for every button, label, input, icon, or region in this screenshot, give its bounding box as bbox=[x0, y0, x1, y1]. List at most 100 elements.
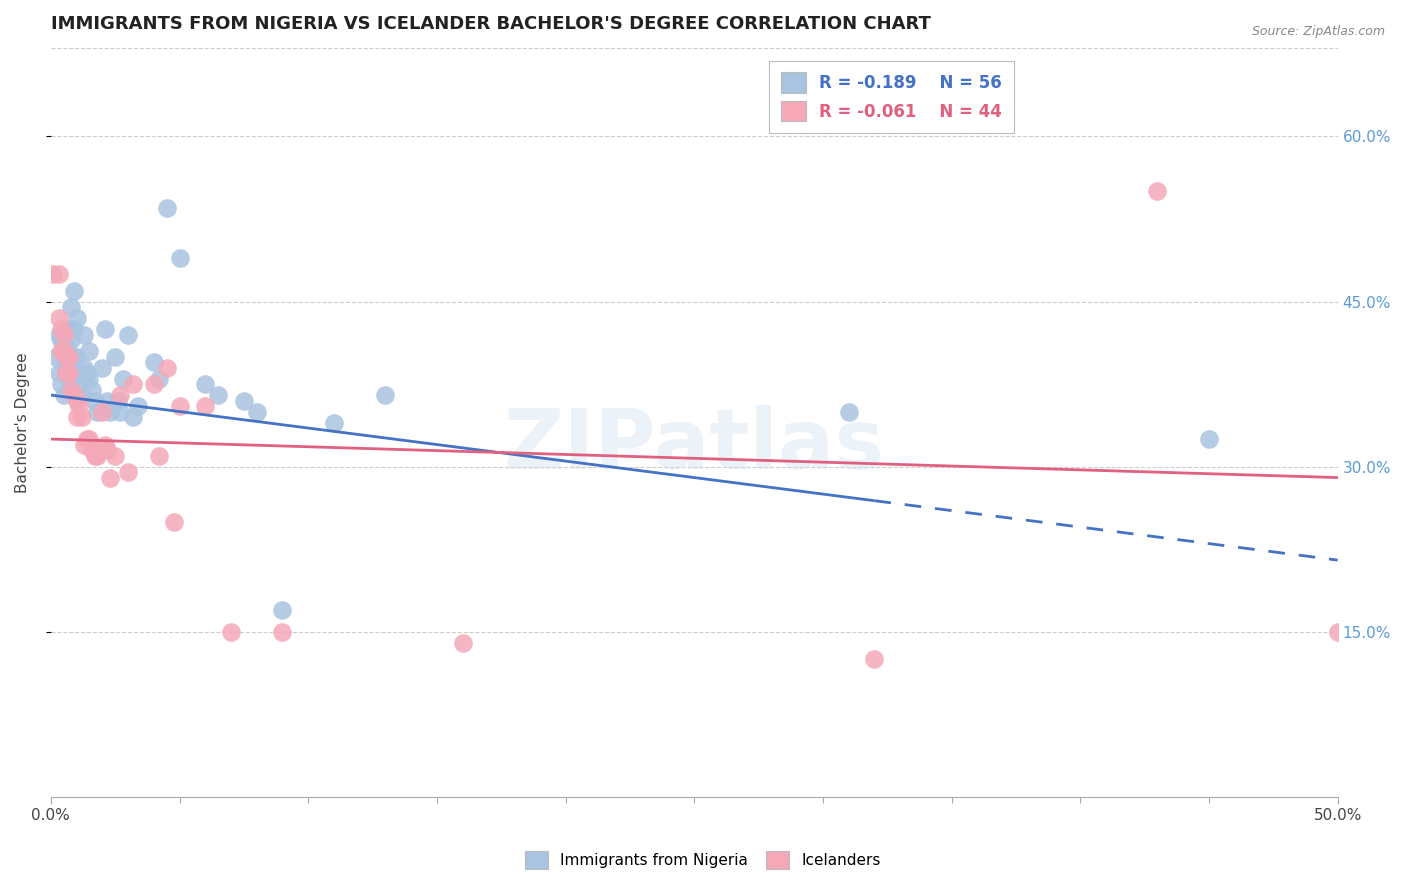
Point bbox=[1326, 624, 1348, 639]
Point bbox=[863, 652, 886, 666]
Legend: Immigrants from Nigeria, Icelanders: Immigrants from Nigeria, Icelanders bbox=[519, 845, 887, 875]
Point bbox=[67, 366, 90, 380]
Point bbox=[91, 404, 114, 418]
Point bbox=[48, 327, 70, 342]
Point bbox=[60, 333, 83, 347]
Point bbox=[86, 404, 108, 418]
Point bbox=[55, 338, 77, 352]
Point bbox=[207, 388, 229, 402]
Point bbox=[58, 322, 80, 336]
Point bbox=[49, 377, 72, 392]
Point bbox=[271, 602, 294, 616]
Point bbox=[65, 377, 87, 392]
Point bbox=[110, 404, 132, 418]
Point bbox=[65, 410, 87, 425]
Point bbox=[1146, 185, 1168, 199]
Point bbox=[122, 410, 145, 425]
Point bbox=[451, 635, 474, 649]
Point bbox=[838, 404, 860, 418]
Point bbox=[96, 393, 118, 408]
Point bbox=[156, 201, 179, 215]
Point bbox=[67, 399, 90, 413]
Point bbox=[49, 344, 72, 359]
Point bbox=[58, 355, 80, 369]
Point bbox=[83, 393, 105, 408]
Point bbox=[48, 267, 70, 281]
Point bbox=[98, 404, 121, 418]
Point bbox=[79, 371, 101, 385]
Legend: R = -0.189    N = 56, R = -0.061    N = 44: R = -0.189 N = 56, R = -0.061 N = 44 bbox=[769, 61, 1014, 133]
Point bbox=[148, 371, 170, 385]
Point bbox=[110, 388, 132, 402]
Point bbox=[63, 322, 86, 336]
Point bbox=[63, 284, 86, 298]
Point bbox=[55, 355, 77, 369]
Point bbox=[52, 344, 75, 359]
Point bbox=[142, 355, 165, 369]
Point bbox=[89, 443, 111, 458]
Point bbox=[246, 404, 269, 418]
Point bbox=[60, 383, 83, 397]
Point bbox=[79, 344, 101, 359]
Point bbox=[42, 267, 65, 281]
Point bbox=[52, 388, 75, 402]
Point bbox=[169, 399, 191, 413]
Point bbox=[96, 443, 118, 458]
Point bbox=[232, 393, 254, 408]
Point bbox=[91, 360, 114, 375]
Point bbox=[148, 449, 170, 463]
Point bbox=[374, 388, 396, 402]
Point bbox=[323, 416, 346, 430]
Point bbox=[194, 399, 217, 413]
Point bbox=[117, 465, 139, 479]
Point bbox=[98, 470, 121, 484]
Point bbox=[58, 350, 80, 364]
Point bbox=[80, 383, 103, 397]
Point bbox=[49, 322, 72, 336]
Point bbox=[86, 449, 108, 463]
Text: ZIPatlas: ZIPatlas bbox=[503, 404, 884, 485]
Point bbox=[49, 333, 72, 347]
Point bbox=[219, 624, 242, 639]
Y-axis label: Bachelor's Degree: Bachelor's Degree bbox=[15, 352, 30, 493]
Point bbox=[65, 350, 87, 364]
Point bbox=[70, 388, 93, 402]
Point bbox=[73, 327, 96, 342]
Point bbox=[45, 350, 67, 364]
Point bbox=[55, 366, 77, 380]
Point bbox=[58, 371, 80, 385]
Point bbox=[73, 437, 96, 451]
Point bbox=[194, 377, 217, 392]
Point bbox=[55, 366, 77, 380]
Point bbox=[94, 437, 117, 451]
Text: Source: ZipAtlas.com: Source: ZipAtlas.com bbox=[1251, 25, 1385, 38]
Point bbox=[163, 515, 186, 529]
Point bbox=[127, 399, 149, 413]
Point bbox=[111, 371, 134, 385]
Point bbox=[107, 393, 129, 408]
Point bbox=[117, 327, 139, 342]
Point bbox=[55, 350, 77, 364]
Text: IMMIGRANTS FROM NIGERIA VS ICELANDER BACHELOR'S DEGREE CORRELATION CHART: IMMIGRANTS FROM NIGERIA VS ICELANDER BAC… bbox=[51, 15, 931, 33]
Point bbox=[76, 432, 98, 446]
Point bbox=[60, 355, 83, 369]
Point bbox=[65, 393, 87, 408]
Point bbox=[94, 322, 117, 336]
Point bbox=[48, 311, 70, 326]
Point bbox=[58, 366, 80, 380]
Point bbox=[63, 350, 86, 364]
Point bbox=[73, 360, 96, 375]
Point bbox=[76, 366, 98, 380]
Point bbox=[52, 350, 75, 364]
Point bbox=[48, 366, 70, 380]
Point bbox=[122, 377, 145, 392]
Point bbox=[169, 251, 191, 265]
Point bbox=[70, 410, 93, 425]
Point bbox=[104, 449, 127, 463]
Point bbox=[142, 377, 165, 392]
Point bbox=[1198, 432, 1220, 446]
Point bbox=[65, 311, 87, 326]
Point bbox=[60, 300, 83, 314]
Point bbox=[104, 350, 127, 364]
Point bbox=[83, 449, 105, 463]
